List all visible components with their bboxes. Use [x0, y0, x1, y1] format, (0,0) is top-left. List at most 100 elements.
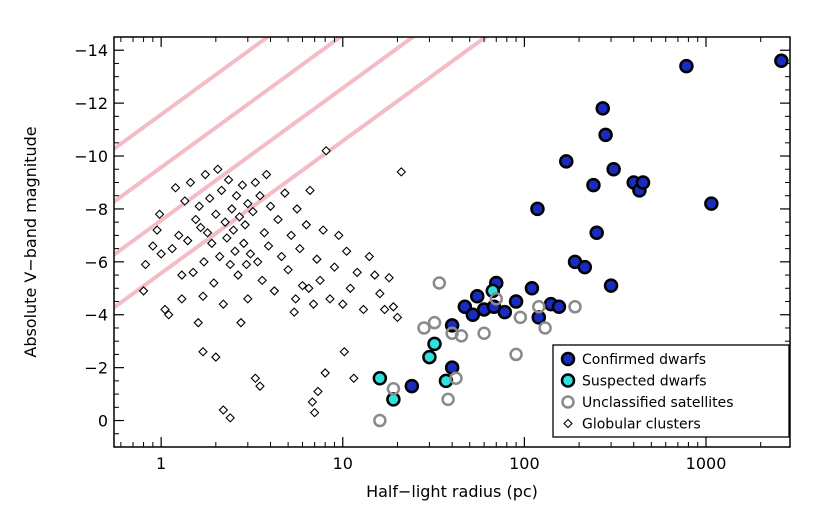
- x-axis-title: Half−light radius (pc): [366, 482, 538, 501]
- data-point: [396, 167, 407, 177]
- data-point: [606, 162, 621, 177]
- legend-marker: [560, 373, 576, 388]
- data-point: [180, 196, 190, 206]
- legend-label: Suspected dwarfs: [582, 374, 707, 390]
- data-point: [190, 214, 201, 225]
- data-point: [312, 254, 322, 264]
- data-point: [218, 299, 229, 309]
- data-point: [237, 180, 248, 190]
- data-point: [449, 371, 463, 385]
- data-point: [170, 182, 181, 193]
- data-point: [538, 321, 552, 335]
- data-point: [679, 58, 694, 74]
- data-point: [230, 246, 240, 257]
- data-point: [513, 310, 528, 325]
- data-point: [255, 381, 265, 391]
- data-point: [188, 267, 198, 278]
- data-point: [307, 397, 318, 407]
- data-point: [218, 405, 229, 415]
- data-point: [349, 373, 359, 384]
- data-point: [559, 154, 574, 169]
- y-tick-label: −12: [74, 94, 108, 113]
- data-point: [372, 370, 388, 386]
- data-point: [273, 214, 283, 225]
- data-point: [250, 177, 261, 188]
- data-point: [240, 220, 250, 230]
- data-point: [148, 241, 158, 251]
- data-point: [263, 241, 274, 251]
- data-point: [245, 249, 256, 259]
- data-point: [384, 272, 394, 283]
- data-point: [225, 413, 235, 423]
- data-point: [477, 326, 491, 341]
- data-point: [375, 288, 385, 299]
- y-axis-title: Absolute V−band magnitude: [21, 126, 40, 357]
- data-point: [243, 294, 253, 304]
- data-point: [432, 276, 447, 290]
- x-tick-label: 10: [333, 454, 353, 473]
- data-point: [577, 259, 593, 275]
- data-point: [373, 413, 387, 428]
- data-point: [635, 175, 651, 190]
- data-point: [248, 206, 258, 217]
- data-point: [358, 304, 369, 315]
- data-point: [532, 300, 546, 314]
- surface-brightness-line: [114, 37, 344, 205]
- data-point: [305, 185, 315, 196]
- data-point: [185, 177, 196, 188]
- data-point: [301, 220, 312, 230]
- legend-marker: [561, 395, 575, 409]
- data-point: [341, 246, 352, 257]
- data-point: [255, 190, 265, 201]
- data-point: [167, 243, 177, 254]
- data-point: [252, 257, 263, 267]
- data-point: [265, 201, 276, 212]
- data-point: [173, 230, 184, 241]
- data-point: [207, 238, 217, 249]
- x-tick-label: 100: [509, 454, 540, 473]
- data-point: [297, 280, 308, 291]
- legend-marker: [563, 418, 573, 429]
- data-point: [388, 302, 399, 312]
- data-point: [152, 225, 162, 235]
- data-point: [220, 217, 230, 227]
- legend-box: [552, 344, 790, 438]
- data-point: [774, 53, 789, 69]
- data-point: [182, 235, 193, 246]
- data-point: [202, 227, 213, 238]
- data-point: [177, 294, 187, 304]
- legend-label: Unclassified satellites: [582, 395, 734, 411]
- data-point: [280, 188, 290, 198]
- data-point: [603, 278, 619, 293]
- data-point: [204, 193, 215, 204]
- data-point: [154, 209, 165, 220]
- legend: Confirmed dwarfs Suspected dwarfs Unclassi…: [552, 344, 790, 438]
- data-point: [441, 392, 455, 407]
- surface-brightness-lines: [114, 37, 489, 311]
- data-point: [290, 294, 301, 304]
- legend-marker: [560, 351, 576, 367]
- data-point: [212, 164, 223, 175]
- data-point: [454, 329, 469, 343]
- y-tick-label: −2: [84, 359, 108, 378]
- data-point: [469, 288, 485, 304]
- data-point: [198, 346, 208, 357]
- data-point: [233, 270, 243, 280]
- y-tick-label: −4: [84, 306, 108, 325]
- data-point: [138, 286, 149, 296]
- data-point: [156, 249, 166, 259]
- y-tick-label: −8: [84, 200, 108, 219]
- data-point: [261, 169, 272, 180]
- data-point: [422, 349, 437, 365]
- data-point: [289, 307, 299, 317]
- data-point: [193, 317, 204, 328]
- data-point: [238, 238, 249, 249]
- data-point: [364, 251, 375, 262]
- data-point: [304, 283, 314, 294]
- data-point: [236, 317, 246, 328]
- axes: 1 10 100 1000 −14 −12 −10 −8 −6 −4 −2 0: [74, 36, 790, 473]
- data-point: [524, 281, 540, 296]
- data-point: [404, 378, 420, 394]
- data-point: [276, 251, 287, 262]
- data-point: [198, 291, 208, 302]
